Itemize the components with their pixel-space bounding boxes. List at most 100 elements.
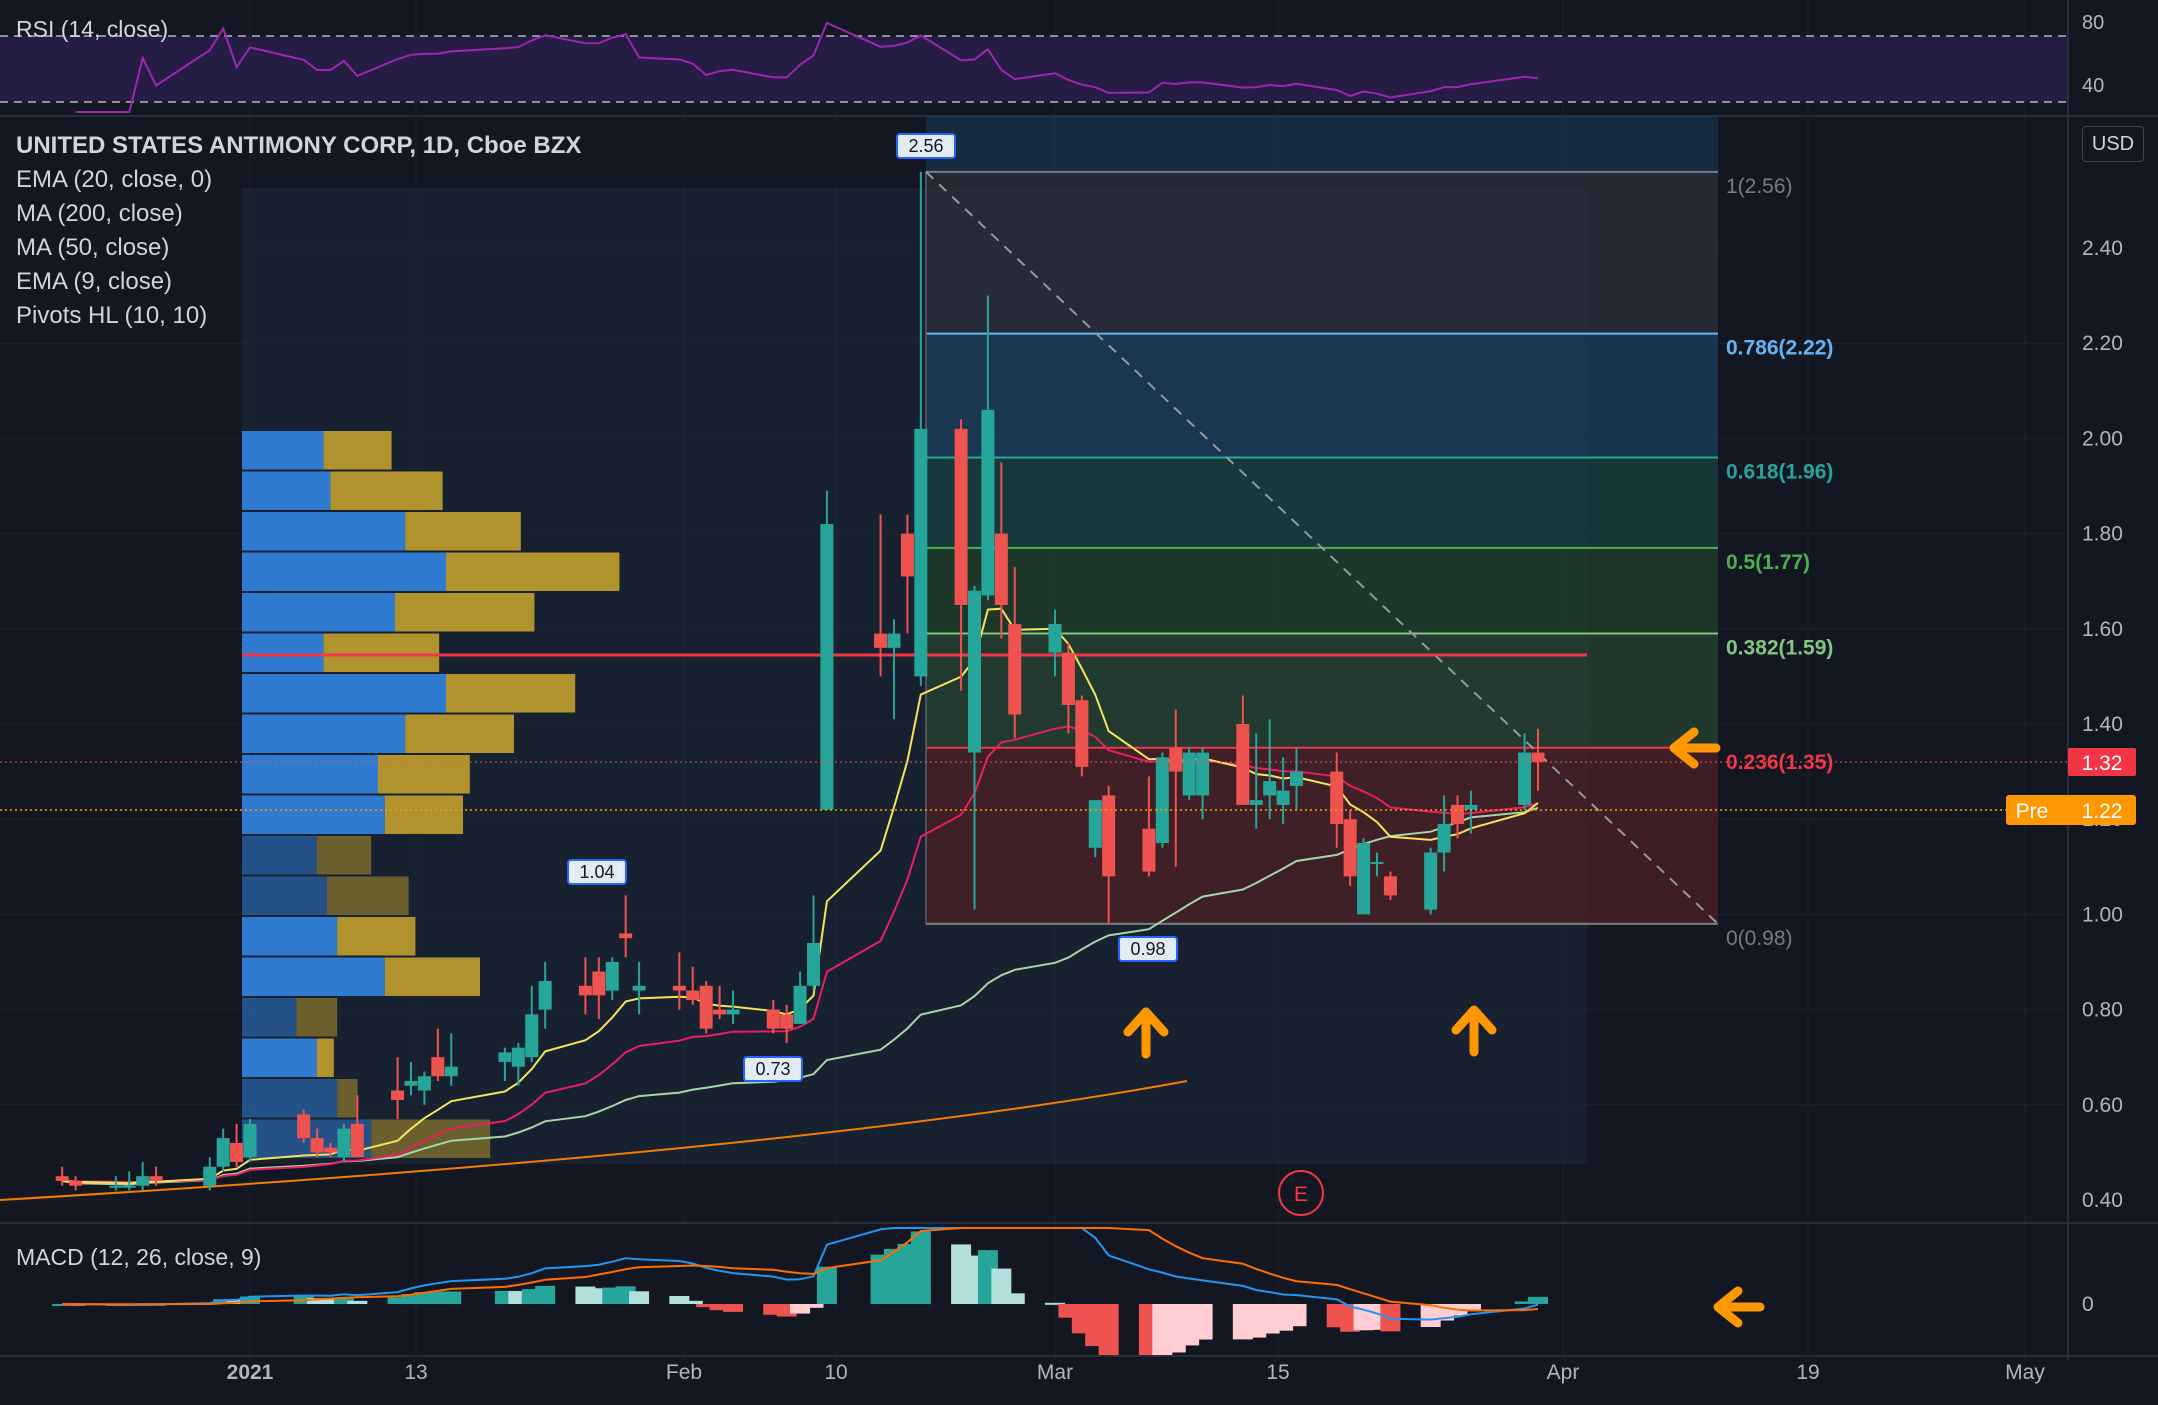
- volume-bar-up: [242, 795, 385, 834]
- volume-bar-down: [337, 1079, 358, 1118]
- pivot-box: [1118, 936, 1178, 962]
- indicator-ma200[interactable]: MA (200, close): [16, 200, 183, 227]
- candle-body: [243, 1123, 257, 1158]
- macd-histogram-bar: [414, 1292, 435, 1304]
- currency-button[interactable]: USD: [2082, 126, 2144, 162]
- candle-body: [230, 1142, 244, 1162]
- indicator-ema20[interactable]: EMA (20, close, 0): [16, 166, 213, 193]
- price-tick: 1.40: [2082, 713, 2123, 736]
- volume-bar-down: [405, 714, 514, 753]
- macd-histogram-bar: [669, 1296, 690, 1304]
- macd-label: MACD (12, 26, close, 9): [16, 1244, 262, 1270]
- candle-body: [632, 985, 646, 991]
- macd-histogram-bar: [52, 1304, 73, 1306]
- pivot-label: 0.98: [1118, 936, 1178, 962]
- macd-histogram-bar: [709, 1304, 730, 1311]
- fib-zone: [926, 171, 1718, 334]
- candle-body: [592, 971, 606, 996]
- candle-body: [1048, 624, 1062, 653]
- candle-body: [391, 1090, 405, 1101]
- candle-body: [713, 1009, 727, 1015]
- price-tick: 1.80: [2082, 523, 2123, 546]
- volume-bar-down: [446, 674, 576, 713]
- rsi-label: RSI (14, close): [16, 16, 169, 42]
- macd-histogram-bar: [1098, 1304, 1119, 1355]
- candles: [55, 171, 1545, 1191]
- fib-level-label: 0.786(2.22): [1726, 337, 1833, 360]
- macd-histogram-bar: [723, 1304, 743, 1312]
- indicator-ema9[interactable]: EMA (9, close): [16, 268, 173, 295]
- candle-body: [1196, 752, 1210, 796]
- rsi-band: [0, 36, 2068, 102]
- time-tick: 15: [1266, 1361, 1289, 1384]
- left-arrow-icon: [1713, 1286, 1765, 1328]
- pivot-value: 0.98: [1130, 939, 1165, 959]
- price-tick: 0.80: [2082, 999, 2123, 1022]
- indicator-ma50[interactable]: MA (50, close): [16, 234, 170, 261]
- macd-histogram-bar: [1045, 1302, 1065, 1305]
- pre-value: 1.22: [2082, 800, 2123, 823]
- volume-bar-up: [242, 876, 327, 915]
- fib-extension-zone: [926, 116, 1718, 172]
- fib-zone: [926, 747, 1718, 924]
- candle-body: [1357, 843, 1371, 915]
- rsi-pane: 80 40: [0, 12, 2158, 117]
- pivot-value: 2.56: [908, 136, 943, 156]
- time-axis: 2021 13 Feb 10 Mar 15 Apr 19 May: [0, 1355, 2158, 1384]
- candle-body: [1155, 757, 1169, 843]
- candle-body: [310, 1138, 324, 1153]
- candle-body: [498, 1052, 512, 1062]
- pre-price-badge: Pre 1.22: [2006, 795, 2136, 825]
- fib-zone: [926, 457, 1718, 548]
- earnings-circle: [1278, 1170, 1324, 1216]
- candle-body: [887, 633, 901, 648]
- candle-body: [1451, 804, 1464, 824]
- candle-body: [136, 1176, 150, 1186]
- macd-histogram-bar: [1286, 1304, 1307, 1327]
- candle-body: [431, 1057, 445, 1077]
- candle-body: [578, 985, 592, 996]
- fib-level-label: 0.5(1.77): [1726, 551, 1810, 574]
- pre-label: Pre: [2016, 800, 2049, 823]
- candle-body: [69, 1180, 83, 1186]
- candle-body: [1437, 823, 1451, 853]
- macd-histogram-bar: [1004, 1293, 1025, 1304]
- candle-body: [1142, 828, 1156, 872]
- volume-bar-up: [242, 431, 324, 470]
- fib-level-label: 1(2.56): [1726, 175, 1793, 198]
- chart-title: UNITED STATES ANTIMONY CORP, 1D, Cboe BZ…: [16, 132, 582, 159]
- candle-body: [1249, 800, 1263, 805]
- candle-body: [216, 1138, 230, 1167]
- macd-histogram-bar: [1192, 1304, 1213, 1340]
- macd-histogram-bar: [333, 1298, 354, 1304]
- candle-body: [605, 962, 619, 991]
- volume-bar-up: [242, 1079, 338, 1118]
- macd-histogram-bar: [535, 1285, 556, 1304]
- candle-body: [699, 985, 713, 1029]
- volume-bar-down: [405, 512, 521, 551]
- candle-body: [1518, 752, 1532, 805]
- macd-tick-0: 0: [2082, 1293, 2094, 1316]
- volume-bar-down: [378, 755, 470, 794]
- candle-body: [1169, 747, 1183, 772]
- price-tick: 1.60: [2082, 618, 2123, 641]
- macd-histogram-bar: [347, 1300, 368, 1304]
- macd-histogram-bar: [1514, 1301, 1535, 1304]
- indicator-pivots[interactable]: Pivots HL (10, 10): [16, 302, 208, 329]
- pivot-value: 1.04: [579, 862, 614, 882]
- pivot-box: [567, 859, 627, 885]
- pivot-label: 1.04: [567, 859, 627, 885]
- volume-bar-up: [242, 957, 385, 996]
- last-price-box: [2068, 748, 2136, 776]
- volume-bar-up: [242, 917, 338, 956]
- candle-body: [149, 1176, 163, 1181]
- candle-body: [350, 1123, 364, 1158]
- candle-body: [1424, 852, 1438, 910]
- macd-histogram-bar: [696, 1304, 717, 1308]
- volume-bar-down: [395, 593, 535, 632]
- volume-bar-down: [446, 552, 620, 591]
- price-tick: 0.40: [2082, 1189, 2123, 1212]
- volume-bar-down: [337, 917, 416, 956]
